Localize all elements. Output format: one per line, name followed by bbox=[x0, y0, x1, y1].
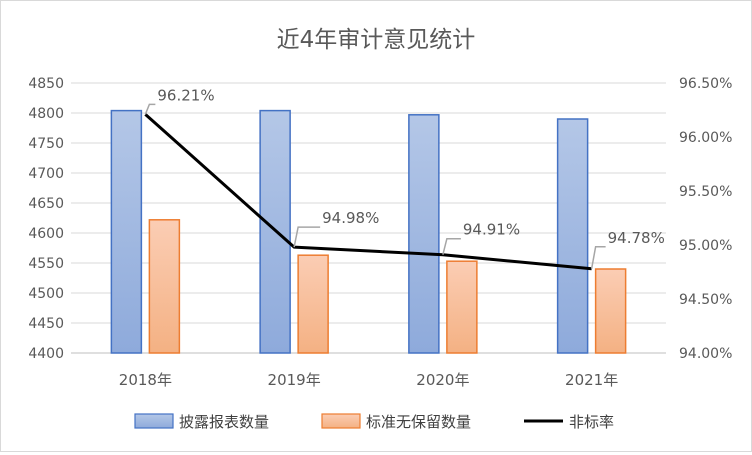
rate-data-label: 96.21% bbox=[157, 86, 214, 104]
right-axis-tick-label: 95.50% bbox=[679, 184, 732, 200]
legend-label-rate: 非标率 bbox=[569, 413, 614, 431]
legend-label-disclosed-reports: 披露报表数量 bbox=[179, 413, 269, 431]
rate-data-label: 94.91% bbox=[463, 221, 520, 239]
left-axis-tick-label: 4800 bbox=[28, 106, 64, 122]
bar-disclosed-reports bbox=[408, 114, 440, 354]
bar-standard-unqualified bbox=[446, 260, 478, 354]
right-axis-tick-label: 94.00% bbox=[679, 346, 732, 362]
legend-swatch-disclosed-reports bbox=[134, 413, 174, 429]
left-axis-tick-label: 4700 bbox=[28, 166, 64, 182]
data-label-leader bbox=[293, 226, 321, 248]
legend-swatch-standard-unqualified bbox=[321, 413, 361, 429]
left-axis-tick-label: 4500 bbox=[28, 286, 64, 302]
rate-line bbox=[144, 113, 592, 271]
right-axis-tick-label: 96.00% bbox=[679, 130, 732, 146]
data-label-leader bbox=[442, 237, 461, 255]
category-label: 2018年 bbox=[119, 371, 172, 389]
bar-disclosed-reports bbox=[110, 109, 143, 354]
category-label: 2019年 bbox=[268, 371, 321, 389]
category-label: 2020年 bbox=[416, 371, 469, 389]
left-axis-tick-label: 4400 bbox=[28, 346, 64, 362]
rate-data-label: 94.98% bbox=[322, 209, 379, 227]
left-axis-tick-label: 4550 bbox=[28, 256, 64, 272]
right-axis-tick-label: 94.50% bbox=[679, 292, 732, 308]
data-label-leader bbox=[144, 103, 156, 115]
category-label: 2021年 bbox=[565, 371, 618, 389]
chart-title: 近4年审计意见统计 bbox=[277, 27, 476, 53]
legend-label-standard-unqualified: 标准无保留数量 bbox=[366, 413, 471, 431]
data-label-leader bbox=[590, 246, 606, 269]
bar-standard-unqualified bbox=[148, 219, 181, 354]
bar-standard-unqualified bbox=[594, 268, 627, 354]
left-axis-tick-label: 4850 bbox=[28, 76, 64, 92]
right-axis-tick-label: 95.00% bbox=[679, 238, 732, 254]
left-axis-tick-label: 4450 bbox=[28, 316, 64, 332]
right-axis-tick-label: 96.50% bbox=[679, 76, 732, 92]
bar-disclosed-reports bbox=[556, 118, 589, 354]
left-axis-tick-label: 4600 bbox=[28, 226, 64, 242]
left-axis-tick-label: 4650 bbox=[28, 196, 64, 212]
bar-standard-unqualified bbox=[297, 254, 329, 354]
left-axis-tick-label: 4750 bbox=[28, 136, 64, 152]
rate-data-label: 94.78% bbox=[608, 229, 665, 247]
